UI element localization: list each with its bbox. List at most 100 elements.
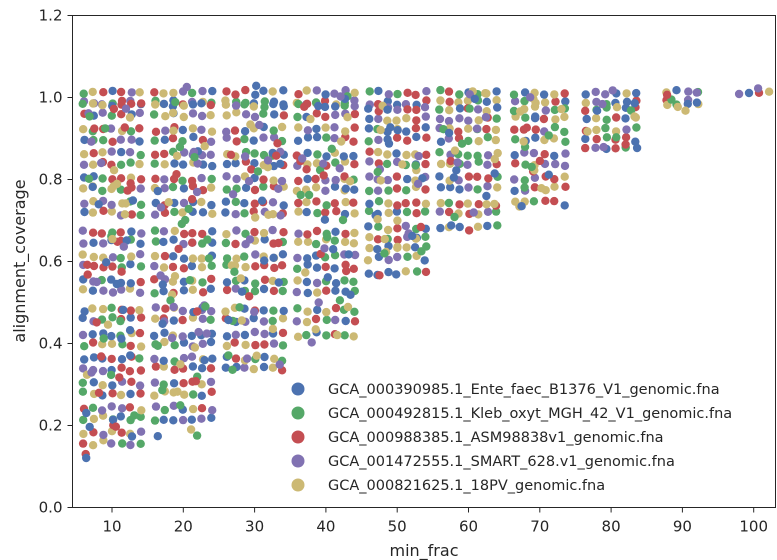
data-point [197,364,207,373]
data-point [206,315,215,324]
data-point [591,87,600,97]
data-point [87,137,96,146]
data-point [393,216,402,225]
data-point [270,354,279,363]
data-point [322,286,331,295]
data-point [331,286,340,295]
data-point [551,115,560,124]
data-point [632,143,642,153]
data-point [89,414,99,424]
data-point [136,277,145,287]
data-point [250,112,260,122]
data-point [598,99,607,109]
data-point [179,264,189,273]
data-point [232,226,241,235]
y-tick-label: 1.0 [39,89,63,107]
data-point [602,133,612,142]
data-point [483,133,492,142]
data-point [375,271,384,280]
data-point [190,343,200,352]
data-point [320,102,330,112]
data-point [125,113,135,122]
data-point [349,137,358,146]
data-point [313,208,322,218]
data-point [170,159,179,168]
data-point [321,123,330,132]
data-point [126,351,135,360]
data-point [107,147,116,156]
data-point [136,200,146,209]
data-point [445,97,454,107]
data-point [561,182,570,191]
data-point [464,116,473,125]
x-tick-label: 60 [459,518,478,536]
data-point [349,264,358,273]
data-point [230,338,239,347]
data-point [350,123,359,132]
data-point [231,90,240,99]
data-point [204,254,214,263]
data-point [94,200,103,209]
data-point [294,237,303,246]
data-point [136,250,145,259]
data-point [541,106,550,115]
data-point [373,235,383,244]
data-point [330,123,339,132]
data-point [592,134,601,144]
data-point [330,182,340,191]
data-point [126,389,135,399]
data-point [303,237,313,246]
data-point [249,364,258,374]
data-point [350,102,359,111]
data-point [521,113,530,122]
data-point [492,87,501,96]
data-point [312,278,322,288]
data-point [349,277,358,286]
data-point [222,285,232,295]
data-point [581,143,590,153]
data-point [464,183,473,192]
data-point [79,184,88,193]
data-point [106,370,116,380]
data-point [447,221,456,230]
data-point [692,98,702,107]
data-point [520,176,529,185]
data-point [108,234,117,244]
data-point [510,186,519,196]
data-point [384,255,393,265]
data-point [150,159,159,168]
data-point [601,90,610,99]
data-point [250,159,259,168]
data-point [151,303,160,312]
data-point [170,272,180,281]
data-point [491,125,501,135]
data-point [198,86,207,96]
data-point [516,107,525,116]
legend-entry: GCA_000821625.1_18PV_genomic.fna [328,478,605,494]
data-point [483,151,493,160]
data-point [373,215,382,224]
data-point [78,378,88,387]
data-point [260,352,269,362]
data-point [135,108,144,118]
data-point [327,144,336,153]
data-point [631,137,640,146]
data-point [436,159,446,169]
data-point [259,228,269,238]
data-point [242,354,252,363]
data-point [473,172,482,181]
data-point [103,320,113,329]
data-point [245,292,254,301]
data-point [307,338,316,347]
data-point [530,114,540,123]
data-point [164,198,173,207]
data-point [464,172,474,181]
legend-entry: GCA_000988385.1_ASM98838v1_genomic.fna [328,430,664,446]
data-point [127,88,136,97]
data-point [80,207,89,217]
data-point [539,90,549,99]
data-point [126,179,135,188]
data-point [457,139,467,148]
data-point [322,152,331,161]
